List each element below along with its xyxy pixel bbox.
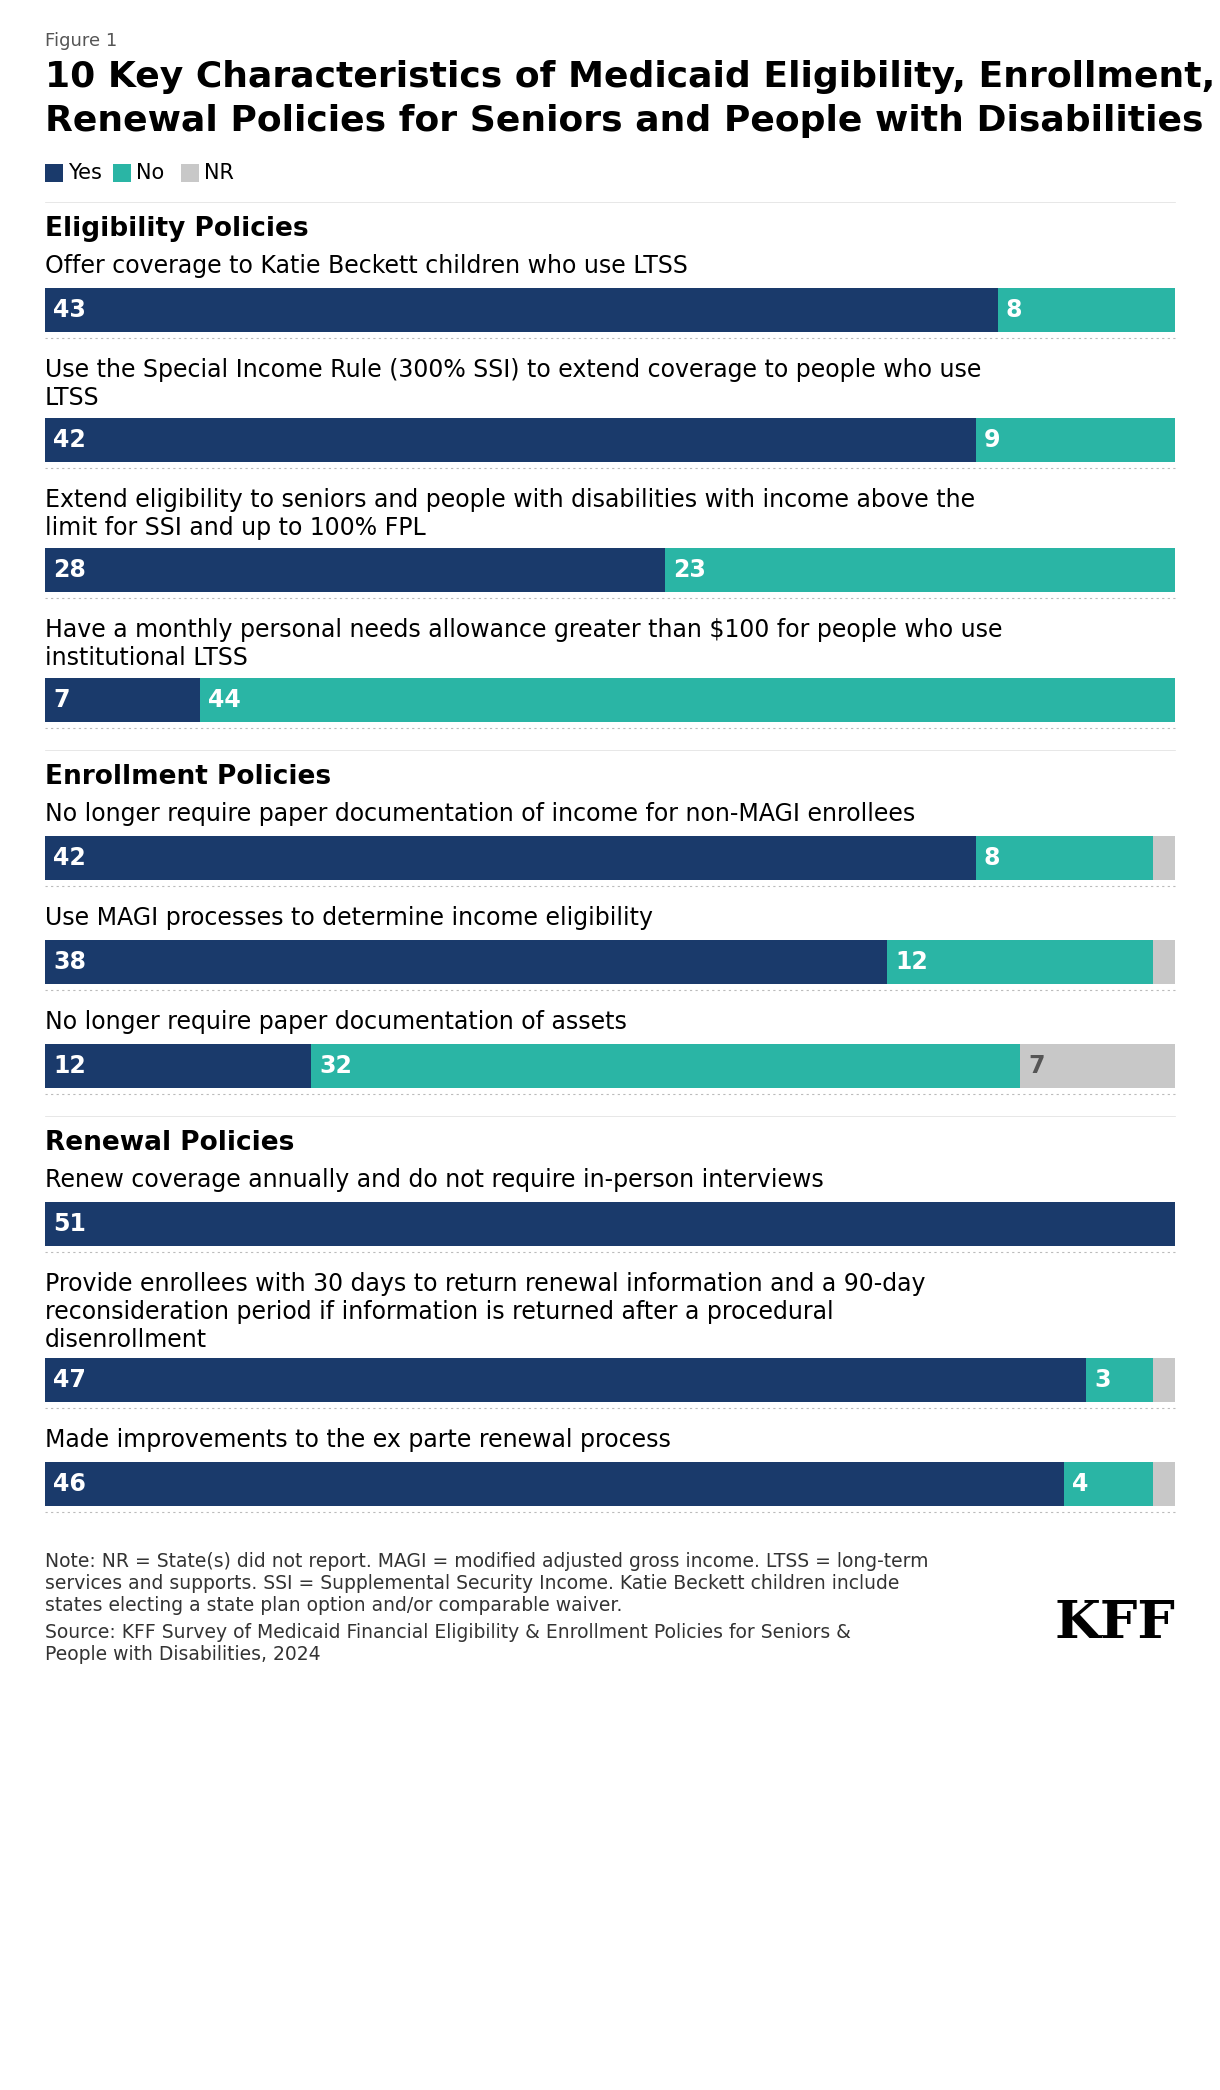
Text: KFF: KFF — [1054, 1599, 1175, 1649]
Text: Figure 1: Figure 1 — [45, 31, 117, 50]
Text: 42: 42 — [52, 846, 85, 869]
Text: 44: 44 — [209, 688, 240, 713]
Text: No: No — [135, 163, 165, 184]
Bar — [1020, 1045, 1175, 1089]
Text: Note: NR = State(s) did not report. MAGI = modified adjusted gross income. LTSS : Note: NR = State(s) did not report. MAGI… — [45, 1553, 928, 1572]
Text: 46: 46 — [52, 1471, 85, 1496]
Text: 7: 7 — [52, 688, 70, 713]
Bar — [45, 1358, 1086, 1402]
Bar — [45, 288, 998, 332]
Text: 3: 3 — [1094, 1369, 1111, 1392]
Bar — [45, 1463, 1064, 1507]
Bar — [976, 836, 1153, 880]
Text: 51: 51 — [52, 1212, 85, 1235]
Text: 32: 32 — [318, 1053, 351, 1078]
Text: People with Disabilities, 2024: People with Disabilities, 2024 — [45, 1645, 321, 1664]
Bar — [181, 163, 199, 182]
Bar — [311, 1045, 1020, 1089]
Bar — [1153, 1463, 1175, 1507]
Text: Provide enrollees with 30 days to return renewal information and a 90-day
recons: Provide enrollees with 30 days to return… — [45, 1273, 926, 1352]
Text: Use MAGI processes to determine income eligibility: Use MAGI processes to determine income e… — [45, 905, 653, 930]
Text: 12: 12 — [52, 1053, 85, 1078]
Bar — [976, 418, 1175, 462]
Bar — [998, 288, 1175, 332]
Text: No longer require paper documentation of income for non-MAGI enrollees: No longer require paper documentation of… — [45, 803, 915, 826]
Bar — [1153, 940, 1175, 984]
Text: Renewal Policies: Renewal Policies — [45, 1131, 294, 1156]
Text: states electing a state plan option and/or comparable waiver.: states electing a state plan option and/… — [45, 1597, 622, 1616]
Text: Yes: Yes — [68, 163, 102, 184]
Text: 42: 42 — [52, 428, 85, 451]
Bar — [1086, 1358, 1153, 1402]
Text: No longer require paper documentation of assets: No longer require paper documentation of… — [45, 1009, 627, 1035]
Text: Extend eligibility to seniors and people with disabilities with income above the: Extend eligibility to seniors and people… — [45, 487, 975, 539]
Text: Source: KFF Survey of Medicaid Financial Eligibility & Enrollment Policies for S: Source: KFF Survey of Medicaid Financial… — [45, 1624, 850, 1643]
Bar — [1064, 1463, 1153, 1507]
Text: Enrollment Policies: Enrollment Policies — [45, 765, 331, 790]
Bar — [665, 548, 1175, 591]
Text: 8: 8 — [983, 846, 1000, 869]
Bar — [887, 940, 1153, 984]
Text: 47: 47 — [52, 1369, 85, 1392]
Bar — [1153, 1358, 1175, 1402]
Text: 10 Key Characteristics of Medicaid Eligibility, Enrollment, and: 10 Key Characteristics of Medicaid Eligi… — [45, 61, 1220, 94]
Text: Renew coverage annually and do not require in-person interviews: Renew coverage annually and do not requi… — [45, 1168, 824, 1191]
Bar — [45, 940, 887, 984]
Bar — [45, 163, 63, 182]
Bar — [45, 1045, 311, 1089]
Bar — [45, 548, 665, 591]
Text: Made improvements to the ex parte renewal process: Made improvements to the ex parte renewa… — [45, 1427, 671, 1453]
Bar — [113, 163, 131, 182]
Text: Offer coverage to Katie Beckett children who use LTSS: Offer coverage to Katie Beckett children… — [45, 255, 688, 278]
Bar — [1153, 836, 1175, 880]
Text: 7: 7 — [1028, 1053, 1044, 1078]
Text: Eligibility Policies: Eligibility Policies — [45, 215, 309, 242]
Text: Renewal Policies for Seniors and People with Disabilities: Renewal Policies for Seniors and People … — [45, 104, 1203, 138]
Text: 12: 12 — [895, 951, 927, 974]
Text: Have a monthly personal needs allowance greater than $100 for people who use
ins: Have a monthly personal needs allowance … — [45, 619, 1003, 669]
Text: 23: 23 — [673, 558, 706, 581]
Text: 43: 43 — [52, 299, 85, 322]
Text: Use the Special Income Rule (300% SSI) to extend coverage to people who use
LTSS: Use the Special Income Rule (300% SSI) t… — [45, 357, 981, 410]
Text: 9: 9 — [983, 428, 1000, 451]
Text: services and supports. SSI = Supplemental Security Income. Katie Beckett childre: services and supports. SSI = Supplementa… — [45, 1574, 899, 1593]
Bar — [45, 1202, 1175, 1246]
Bar — [45, 677, 200, 721]
Text: 4: 4 — [1072, 1471, 1088, 1496]
Bar — [45, 836, 976, 880]
Bar — [200, 677, 1175, 721]
Text: 38: 38 — [52, 951, 85, 974]
Text: NR: NR — [204, 163, 234, 184]
Bar — [45, 418, 976, 462]
Text: 8: 8 — [1005, 299, 1022, 322]
Text: 28: 28 — [52, 558, 85, 581]
